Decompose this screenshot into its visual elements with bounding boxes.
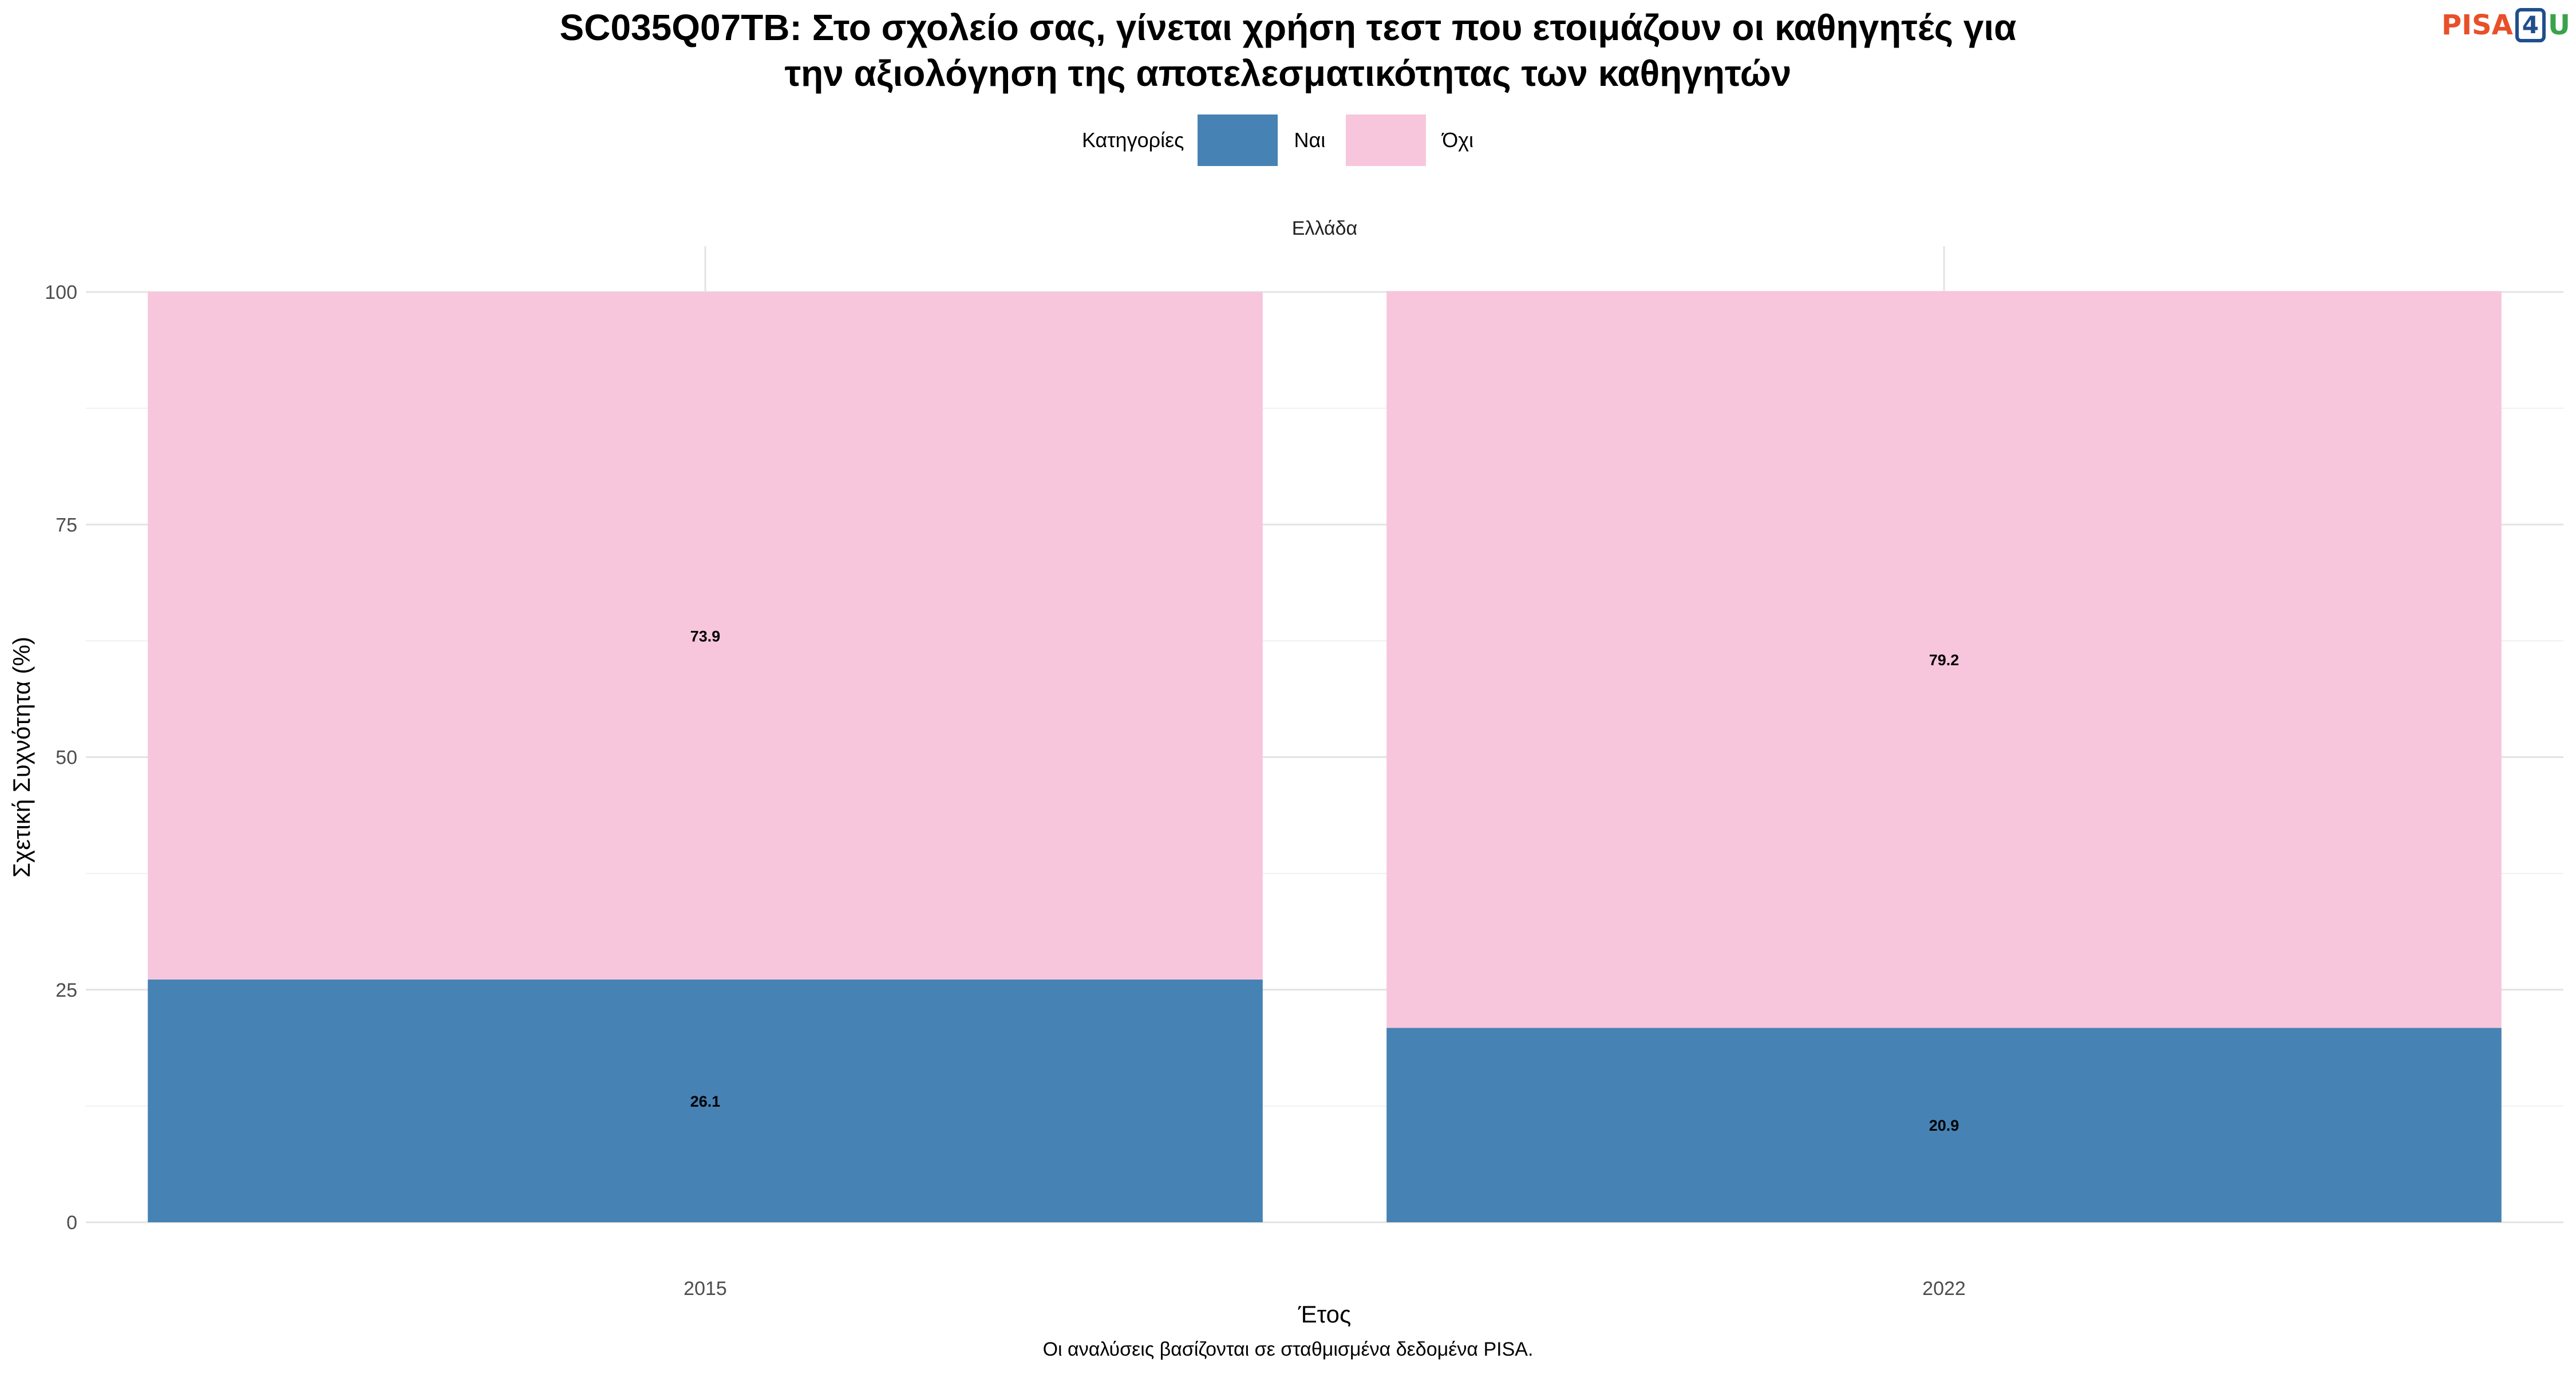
y-tick-label: 0 (66, 1212, 77, 1234)
bar-2015-ochi (148, 292, 1263, 980)
legend-title: Κατηγορίες (1081, 128, 1184, 152)
x-tick-label: 2022 (1922, 1278, 1966, 1300)
legend-label-nai: Ναι (1294, 128, 1326, 152)
logo-text-pisa: PISA (2441, 9, 2513, 41)
y-tick-label: 75 (56, 514, 77, 536)
logo-text-4: 4 (2515, 8, 2546, 42)
legend: Κατηγορίες Ναι Όχι (0, 114, 2576, 166)
bar-2022-ochi (1386, 291, 2502, 1028)
legend-key-ochi (1346, 114, 1427, 166)
data-label-2015-ochi: 73.9 (690, 627, 721, 645)
data-label-2015-nai: 26.1 (690, 1093, 721, 1110)
data-label-2022-ochi: 79.2 (1929, 652, 1959, 669)
logo-text-u: U (2548, 9, 2570, 41)
data-label-2022-nai: 20.9 (1929, 1117, 1959, 1134)
pisa4u-logo: PISA 4 U (2441, 8, 2570, 42)
y-tick-label: 25 (56, 980, 77, 1001)
y-axis-title: Σχετική Συχνότητα (%) (8, 637, 35, 878)
facet-label: Ελλάδα (1292, 218, 1357, 239)
chart-title: SC035Q07TB: Στο σχολείο σας, γίνεται χρή… (0, 5, 2576, 96)
bar-2015-nai (148, 979, 1263, 1222)
x-axis-title: Έτος (1298, 1301, 1352, 1328)
chart-title-line2: την αξιολόγηση της αποτελεσματικότητας τ… (784, 53, 1792, 94)
x-tick-label: 2015 (683, 1278, 727, 1300)
legend-key-nai (1198, 114, 1278, 166)
chart-title-line1: SC035Q07TB: Στο σχολείο σας, γίνεται χρή… (559, 7, 2017, 48)
caption: Οι αναλύσεις βασίζονται σε σταθμισμένα δ… (1042, 1339, 1534, 1360)
legend-label-ochi: Όχι (1442, 128, 1474, 152)
y-tick-label: 50 (56, 747, 77, 769)
bar-2022-nai (1386, 1028, 2502, 1222)
y-tick-label: 100 (45, 282, 77, 303)
